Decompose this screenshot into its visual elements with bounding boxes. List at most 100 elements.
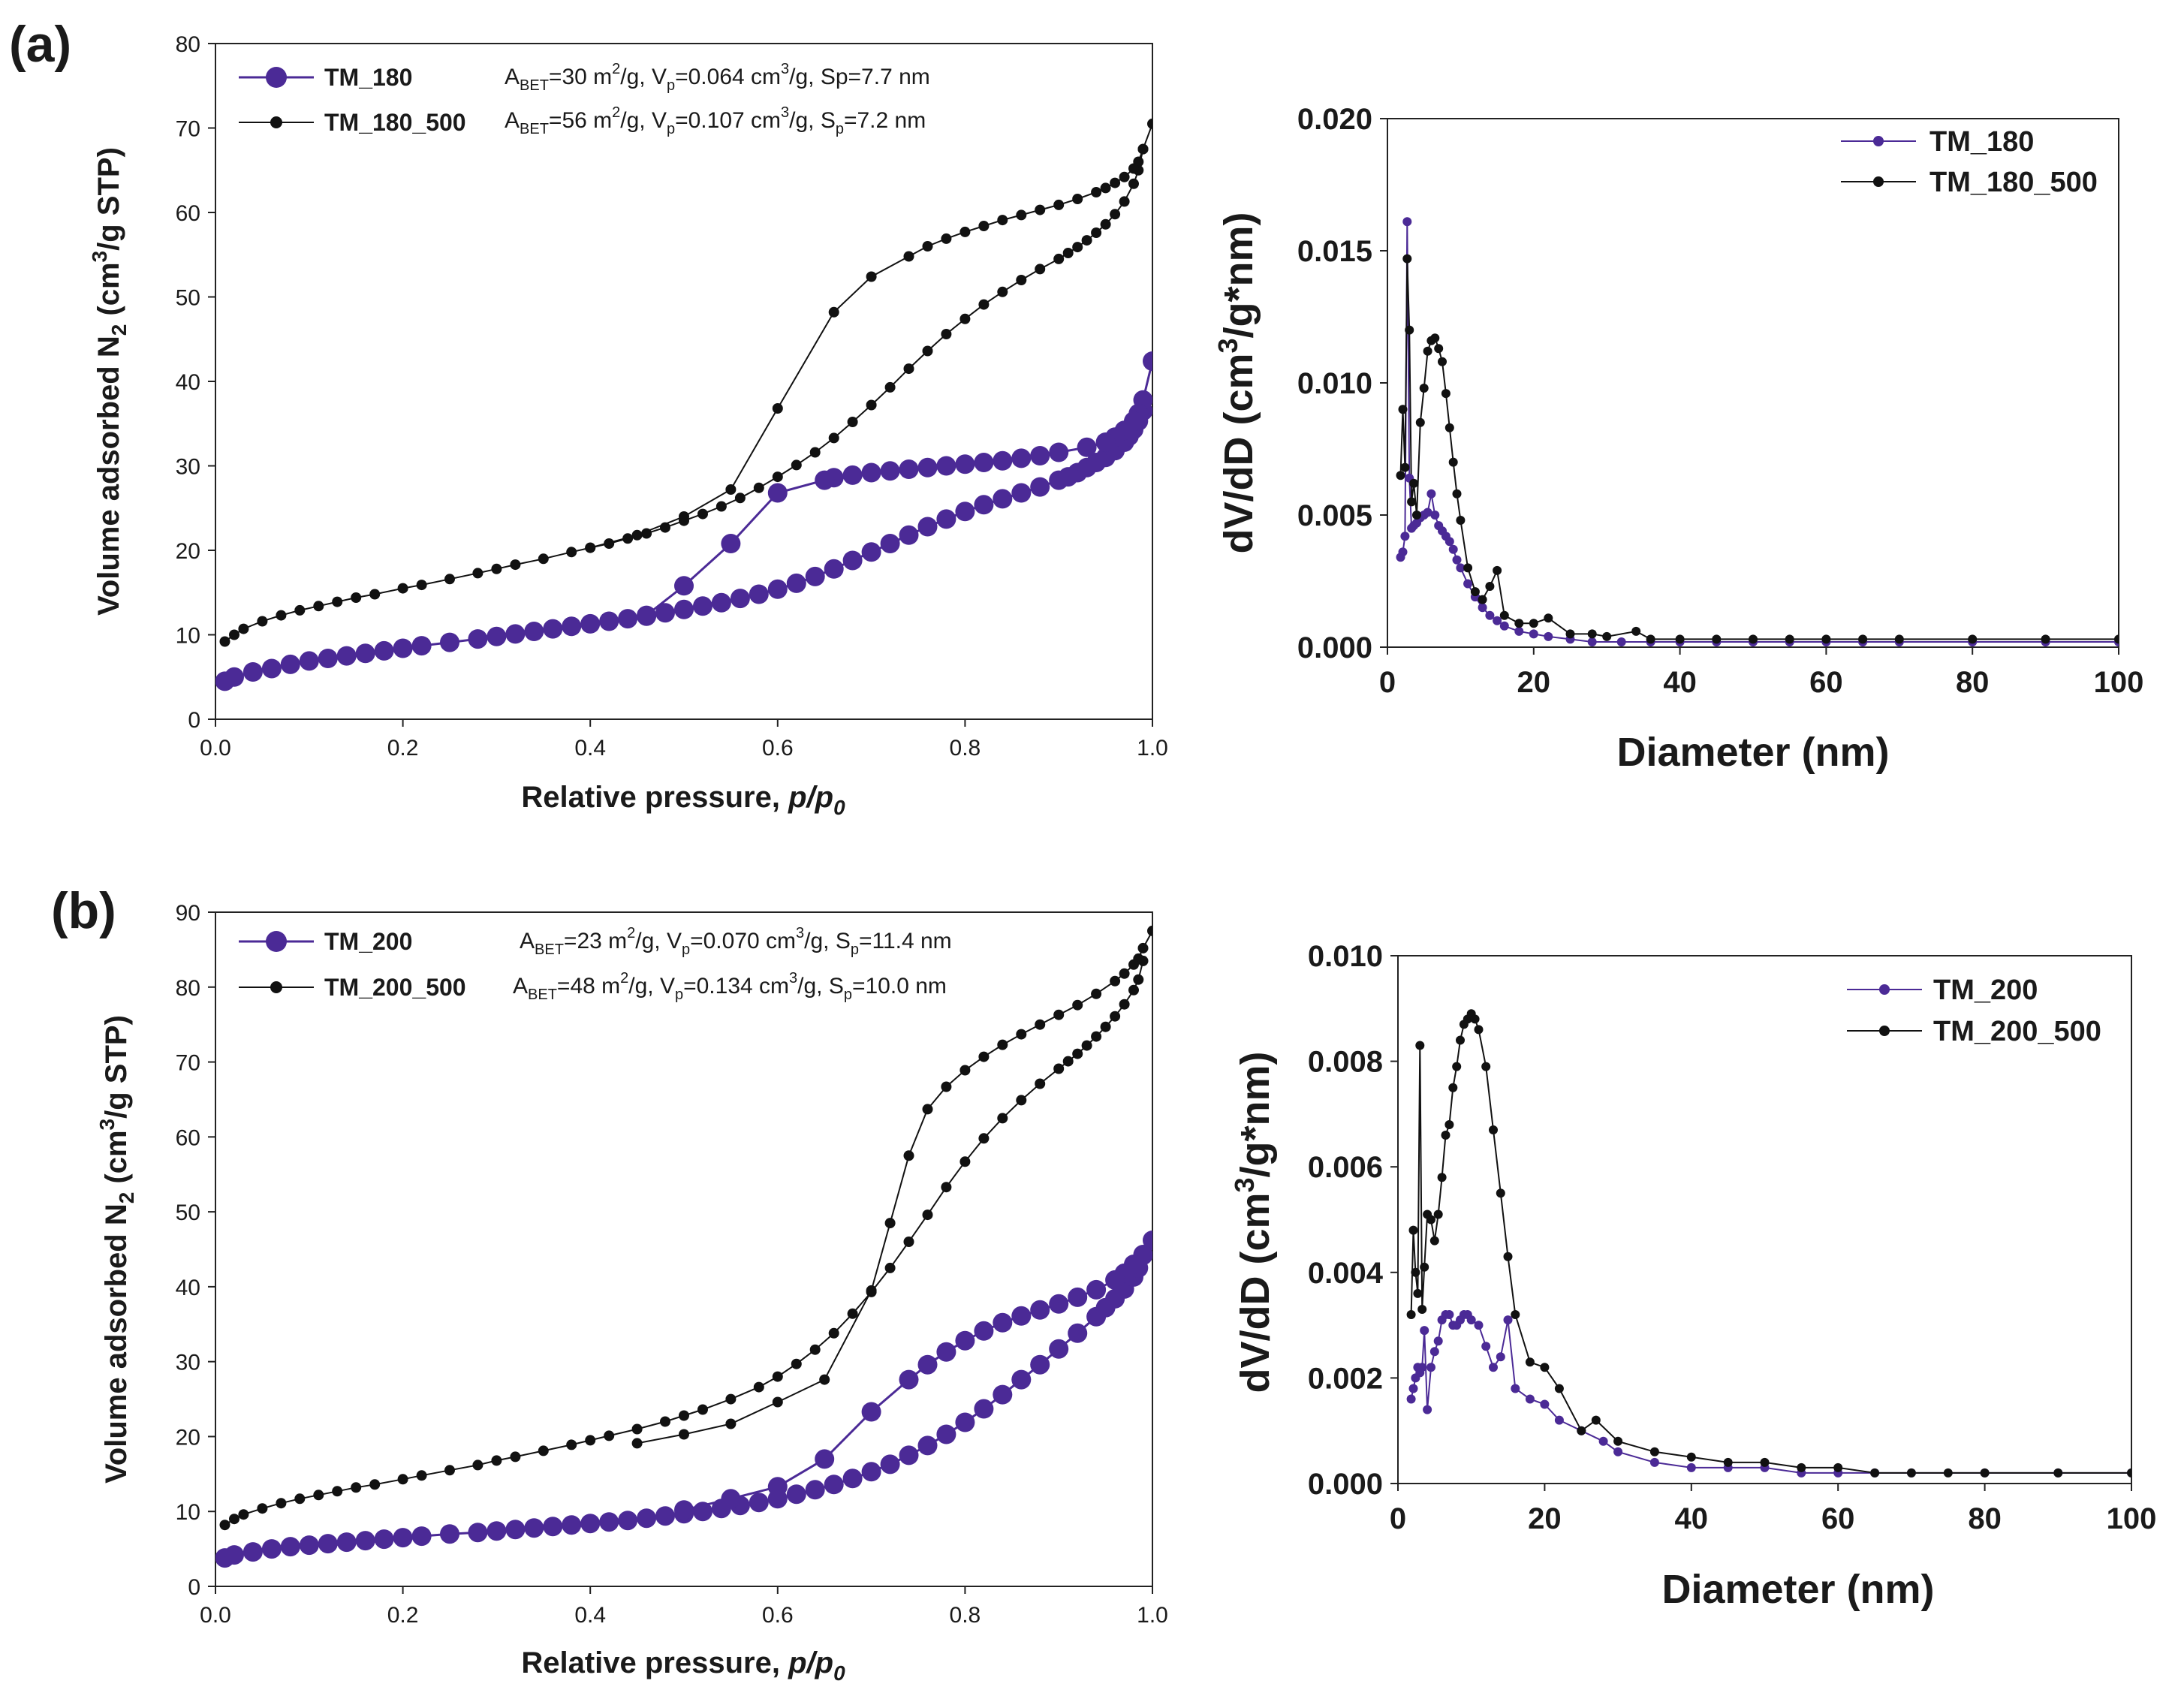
- data-point-TM_180-desorption: [815, 470, 835, 490]
- data-point-TM_200_500-adsorption: [1016, 1095, 1027, 1106]
- data-point-TM_200_500-desorption: [725, 1418, 737, 1429]
- data-point-TM_180_500-adsorption: [978, 299, 990, 310]
- x-tick-label: 0.6: [762, 1603, 794, 1628]
- series-line-TM_200-desorption: [683, 1240, 1152, 1511]
- data-point-TM_200-data: [1613, 1447, 1623, 1456]
- data-point-TM_200_500-data: [1437, 1173, 1447, 1182]
- data-point-TM_180-adsorption: [805, 566, 825, 586]
- data-point-TM_200_500-adsorption: [697, 1404, 708, 1415]
- data-point-TM_180-adsorption: [468, 629, 488, 649]
- series-line-TM_180-desorption: [646, 360, 1152, 616]
- data-point-TM_180-desorption: [1030, 446, 1050, 465]
- data-point-TM_180_500-adsorption: [472, 568, 484, 579]
- x-tick-label: 60: [1809, 666, 1843, 699]
- data-point-TM_180_500-data: [1470, 587, 1480, 597]
- data-point-TM_200_500-data: [1980, 1468, 1990, 1478]
- data-point-TM_180_500-adsorption: [229, 629, 239, 640]
- data-point-TM_180-adsorption: [299, 651, 319, 671]
- data-point-TM_180_500-data: [1412, 511, 1421, 520]
- data-point-TM_180-adsorption: [730, 589, 750, 609]
- data-point-TM_200_500-data: [1870, 1468, 1880, 1478]
- data-point-TM_180_500-desorption: [1119, 171, 1130, 182]
- data-point-TM_200-adsorption: [411, 1526, 432, 1547]
- legend-marker: [1879, 984, 1890, 995]
- y-tick-label: 0.004: [1308, 1257, 1384, 1290]
- x-tick-label: 0.0: [200, 1603, 231, 1628]
- data-point-TM_180-desorption: [899, 459, 919, 479]
- data-point-TM_200-adsorption: [786, 1484, 806, 1505]
- data-point-TM_200_500-adsorption: [791, 1358, 802, 1369]
- data-point-TM_180-data: [1448, 544, 1458, 554]
- data-point-TM_200_500-data: [1613, 1436, 1623, 1446]
- legend: TM_200 TM_200_500: [239, 928, 466, 1001]
- y-tick-label: 30: [176, 455, 200, 480]
- x-tick-label: 0: [1379, 666, 1396, 699]
- y-tick-label: 0: [188, 1575, 200, 1600]
- x-axis-title: Relative pressure, p/p0: [521, 781, 845, 819]
- data-point-TM_200_500-adsorption: [997, 1113, 1008, 1124]
- chart-a-isotherm: 0.0 0.2 0.4 0.6 0.8 1.0 0 10 20 30 40 50 60 70 80 Volu…: [88, 32, 1168, 819]
- data-point-TM_200-adsorption: [487, 1521, 507, 1541]
- data-point-TM_200_500-adsorption: [332, 1486, 343, 1497]
- data-point-TM_180_500-data: [1456, 516, 1466, 525]
- data-point-TM_180_500-data: [1499, 610, 1509, 620]
- panel-label-a: (a): [9, 16, 71, 73]
- data-point-TM_180_500-data: [1405, 325, 1414, 335]
- data-point-TM_180_500-adsorption: [1072, 242, 1083, 253]
- data-point-TM_200_500-data: [1481, 1062, 1491, 1071]
- data-point-TM_180_500-data: [1407, 497, 1417, 507]
- data-point-TM_200-adsorption: [524, 1518, 544, 1538]
- data-point-TM_180-adsorption: [899, 525, 919, 545]
- data-point-TM_180_500-data: [1398, 405, 1408, 414]
- series-line-TM_180-data: [1399, 221, 2119, 643]
- data-point-TM_180_500-data: [1478, 595, 1487, 604]
- data-point-TM_200-data: [1481, 1342, 1491, 1351]
- chart-b-psd: 0 20 40 60 80 100 0.000 0.002 0.004 0.006 0.008 0.0…: [1229, 940, 2156, 1612]
- x-tick-label: 0.2: [387, 736, 419, 761]
- data-point-TM_200-data: [1649, 1457, 1659, 1467]
- x-tick-label: 20: [1517, 666, 1551, 699]
- data-point-TM_200-adsorption: [299, 1535, 319, 1556]
- x-tick-label: 80: [1956, 666, 1990, 699]
- data-point-TM_180_500-adsorption: [238, 623, 249, 634]
- data-point-TM_200_500-adsorption: [847, 1308, 858, 1319]
- data-point-TM_200_500-adsorption: [257, 1503, 268, 1514]
- series-markers: [215, 925, 1152, 1568]
- legend-entry-tm180-500: TM_180_500: [1841, 167, 2098, 198]
- y-tick-label: 0.005: [1297, 499, 1372, 532]
- data-point-TM_180_500-desorption: [772, 403, 783, 414]
- legend: TM_180 TM_180_500: [239, 64, 466, 136]
- data-point-TM_200_500-data: [1554, 1384, 1564, 1393]
- data-point-TM_180-adsorption: [440, 632, 459, 652]
- data-point-TM_180_500-adsorption: [313, 601, 324, 612]
- data-point-TM_180_500-adsorption: [622, 533, 634, 544]
- y-tick-label: 0.020: [1297, 103, 1372, 136]
- data-point-TM_180-adsorption: [1011, 483, 1032, 503]
- data-point-TM_180-data: [1587, 637, 1597, 646]
- data-point-TM_180-adsorption: [487, 626, 507, 646]
- data-point-TM_180_500-desorption: [1100, 182, 1111, 194]
- data-point-TM_200_500-data: [1591, 1415, 1601, 1425]
- data-point-TM_200_500-adsorption: [294, 1493, 306, 1505]
- data-point-TM_180-desorption: [1143, 351, 1152, 371]
- data-point-TM_200-data: [1540, 1399, 1550, 1409]
- x-axis-title: Diameter (nm): [1616, 730, 1889, 775]
- data-point-TM_200-desorption: [1105, 1270, 1125, 1290]
- data-point-TM_200-adsorption: [974, 1399, 994, 1419]
- data-point-TM_200_500-data: [1943, 1468, 1953, 1478]
- data-point-TM_200_500-adsorption: [978, 1133, 990, 1144]
- y-tick-label: 10: [176, 624, 200, 649]
- data-point-TM_200_500-adsorption: [828, 1327, 839, 1339]
- x-tick-label: 40: [1663, 666, 1697, 699]
- data-point-TM_180_500-adsorption: [1016, 275, 1027, 285]
- data-point-TM_200_500-data: [1496, 1188, 1505, 1198]
- ticks: 0 20 40 60 80 100 0.000 0.002 0.004 0.006 0.008 0.0…: [1308, 940, 2156, 1535]
- data-point-TM_180_500-data: [1419, 384, 1429, 393]
- series-line-TM_200_500-data: [1410, 1012, 2131, 1474]
- data-point-TM_200-desorption: [721, 1489, 741, 1509]
- data-point-TM_200_500-adsorption: [809, 1344, 821, 1355]
- legend-label: TM_180_500: [324, 109, 466, 136]
- legend-entry-tm180-500: TM_180_500: [239, 109, 466, 136]
- data-point-TM_200_500-adsorption: [1091, 1031, 1102, 1042]
- data-point-TM_180_500-data: [1402, 254, 1412, 264]
